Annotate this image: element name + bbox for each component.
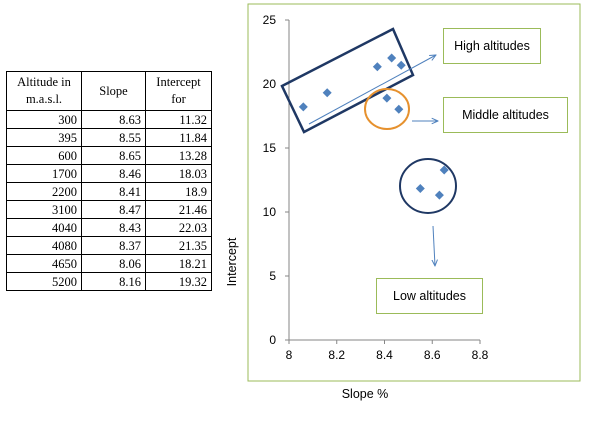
header-altitude: Altitude in m.a.s.l. <box>6 71 82 111</box>
data-point <box>394 104 404 114</box>
y-tick-label: 25 <box>263 13 277 27</box>
data-point <box>396 60 406 70</box>
table-body: 300 8.63 11.32 395 8.55 11.84 600 8.65 13.28 1700… <box>6 110 212 291</box>
cell-intercept: 19.32 <box>145 272 212 291</box>
data-point <box>322 88 332 98</box>
header-slope: Slope <box>81 71 146 111</box>
middle-altitude-circle <box>364 88 410 130</box>
cell-intercept: 18.03 <box>145 164 212 183</box>
y-tick-label: 5 <box>269 269 276 283</box>
x-tick-label: 8.4 <box>376 348 393 362</box>
callout-high-altitudes: High altitudes <box>443 28 541 64</box>
chart-axes: 8 8.2 8.4 8.6 8.8 0 5 10 15 20 25 <box>263 13 489 362</box>
cell-slope: 8.65 <box>81 146 146 165</box>
x-tick-label: 8.6 <box>424 348 441 362</box>
table-header-row: Altitude in m.a.s.l. Slope Intercept for <box>6 71 212 111</box>
altitude-table: Altitude in m.a.s.l. Slope Intercept for… <box>6 71 212 291</box>
y-tick-label: 20 <box>263 77 277 91</box>
cell-altitude: 600 <box>6 146 82 165</box>
table-row: 5200 8.16 19.32 <box>6 272 212 291</box>
table-row: 4040 8.43 22.03 <box>6 218 212 237</box>
cell-slope: 8.47 <box>81 200 146 219</box>
table-row: 3100 8.47 21.46 <box>6 200 212 219</box>
data-point <box>382 93 392 103</box>
data-point <box>415 183 425 193</box>
y-axis-label: Intercept <box>225 237 239 286</box>
high-altitude-box <box>280 27 415 134</box>
low-altitude-arrow <box>433 225 435 266</box>
table-row: 600 8.65 13.28 <box>6 146 212 165</box>
table-row: 300 8.63 11.32 <box>6 110 212 129</box>
data-point <box>387 53 397 63</box>
callout-low-altitudes: Low altitudes <box>376 278 483 314</box>
cell-intercept: 22.03 <box>145 218 212 237</box>
data-point <box>439 165 449 175</box>
header-intercept: Intercept for <box>145 71 212 111</box>
y-tick-label: 0 <box>269 333 276 347</box>
data-point <box>298 102 308 112</box>
chart-points <box>298 53 449 200</box>
x-axis-label: Slope % <box>342 387 389 401</box>
low-altitude-circle <box>399 158 457 214</box>
table-row: 4080 8.37 21.35 <box>6 236 212 255</box>
x-tick-label: 8 <box>286 348 293 362</box>
cell-intercept: 11.84 <box>145 128 212 147</box>
data-point <box>434 190 444 200</box>
x-tick-label: 8.8 <box>472 348 489 362</box>
chart-annotations <box>280 27 457 266</box>
callout-middle-altitudes: Middle altitudes <box>443 97 568 133</box>
data-point <box>372 62 382 72</box>
x-tick-label: 8.2 <box>328 348 345 362</box>
cell-altitude: 395 <box>6 128 82 147</box>
y-tick-label: 15 <box>263 141 277 155</box>
y-tick-label: 10 <box>263 205 277 219</box>
high-altitude-arrow <box>308 55 436 125</box>
